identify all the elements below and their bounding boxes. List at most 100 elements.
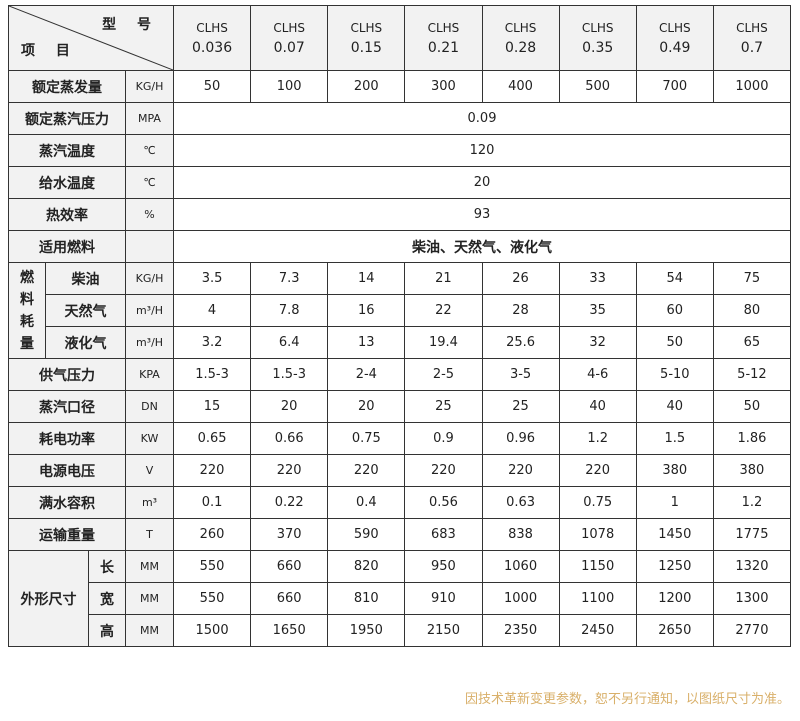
value-cell: 1000 [712,70,792,103]
value-cell: 0.66 [250,422,329,455]
spec-table: 型 号 项 目 CLHS 0.036 CLHS 0.07 CLHS 0.15 CLHS 0.2… [8,5,792,647]
value-cell: 3-5 [481,358,560,391]
merged-value: 120 [173,134,791,167]
value-cell: 550 [172,550,252,583]
value-cell: 550 [172,582,252,615]
value-cell: 370 [250,518,329,551]
value-cell: 3.2 [172,326,252,359]
model-series: CLHS [504,21,537,35]
value-cell: 13 [327,326,406,359]
row-label: 运输重量 [8,518,126,551]
value-cell: 100 [250,70,329,103]
table-row: 供气压力 KPA 1.5-3 1.5-3 2-4 2-5 3-5 4-6 5-10 5-12 [8,358,792,391]
unit-cell: T [125,518,174,551]
unit-cell: MM [125,550,174,583]
row-label: 高 [88,614,126,647]
value-cell: 660 [250,550,329,583]
value-cell: 75 [712,262,792,295]
value-cell: 35 [558,294,637,327]
value-cell: 5-10 [635,358,714,391]
table-row: 满水容积 m³ 0.1 0.22 0.4 0.56 0.63 0.75 1 1.2 [8,486,792,519]
value-cell: 3.5 [172,262,252,295]
value-cell: 300 [404,70,483,103]
model-number: 0.35 [582,40,614,56]
value-cell: 65 [712,326,792,359]
value-cell: 2770 [712,614,792,647]
row-label: 柴油 [45,262,126,295]
merged-value: 20 [173,166,791,199]
model-number: 0.07 [273,40,305,56]
unit-cell: % [125,198,174,231]
value-cell: 1060 [481,550,560,583]
value-cell: 0.75 [327,422,406,455]
model-series: CLHS [350,21,383,35]
value-cell: 0.56 [404,486,483,519]
value-cell: 380 [712,454,792,487]
value-cell: 40 [558,390,637,423]
row-label: 长 [88,550,126,583]
value-cell: 32 [558,326,637,359]
model-header: CLHS 0.036 [172,5,252,71]
value-cell: 220 [558,454,637,487]
value-cell: 1250 [635,550,714,583]
value-cell: 2-4 [327,358,406,391]
model-header: CLHS 0.7 [712,5,792,71]
model-number: 0.15 [350,40,382,56]
unit-cell: KG/H [125,70,174,103]
table-row: 蒸汽口径 DN 15 20 20 25 25 40 40 50 [8,390,792,423]
footnote: 因技术革新变更参数，恕不另行通知，以图纸尺寸为准。 [464,692,790,707]
value-cell: 400 [481,70,560,103]
dims-group-label: 外形尺寸 [8,550,89,647]
value-cell: 0.65 [172,422,252,455]
value-cell: 50 [172,70,252,103]
value-cell: 1950 [327,614,406,647]
value-cell: 26 [481,262,560,295]
value-cell: 0.63 [481,486,560,519]
table-row: 液化气 m³/H 3.2 6.4 13 19.4 25.6 32 50 65 [9,326,792,359]
value-cell: 19.4 [404,326,483,359]
model-series: CLHS [427,21,460,35]
unit-cell: m³/H [125,326,174,359]
model-header: CLHS 0.49 [635,5,714,71]
table-row: 额定蒸汽压力 MPA 0.09 [8,102,791,135]
value-cell: 25 [481,390,560,423]
model-number: 0.21 [427,40,460,56]
header-row: 型 号 项 目 CLHS 0.036 CLHS 0.07 CLHS 0.15 CLHS 0.2… [8,5,792,71]
value-cell: 810 [327,582,406,615]
value-cell: 1650 [250,614,329,647]
model-series: CLHS [581,21,614,35]
value-cell: 683 [404,518,483,551]
value-cell: 260 [172,518,252,551]
value-cell: 54 [635,262,714,295]
value-cell: 40 [635,390,714,423]
diagonal-divider [9,6,173,70]
value-cell: 0.1 [172,486,252,519]
value-cell: 1500 [172,614,252,647]
unit-cell: V [125,454,174,487]
value-cell: 20 [327,390,406,423]
unit-cell: MM [125,614,174,647]
row-label: 耗电功率 [8,422,126,455]
model-series: CLHS [658,21,691,35]
unit-cell: MPA [125,102,174,135]
table-row: 宽 MM 550 660 810 910 1000 1100 1200 1300 [9,582,792,615]
value-cell: 500 [558,70,637,103]
value-cell: 50 [712,390,792,423]
value-cell: 60 [635,294,714,327]
unit-cell: KG/H [125,262,174,295]
row-label: 液化气 [45,326,126,359]
value-cell: 2650 [635,614,714,647]
table-row: 运输重量 T 260 370 590 683 838 1078 1450 1775 [8,518,792,551]
row-label: 电源电压 [8,454,126,487]
table-row: 给水温度 ℃ 20 [8,166,791,199]
value-cell: 910 [404,582,483,615]
model-header: CLHS 0.35 [558,5,637,71]
value-cell: 4-6 [558,358,637,391]
value-cell: 660 [250,582,329,615]
model-header: CLHS 0.21 [404,5,483,71]
row-label: 供气压力 [8,358,126,391]
value-cell: 1320 [712,550,792,583]
value-cell: 33 [558,262,637,295]
fuel-group-label: 燃料耗量 [20,269,34,352]
value-cell: 0.22 [250,486,329,519]
